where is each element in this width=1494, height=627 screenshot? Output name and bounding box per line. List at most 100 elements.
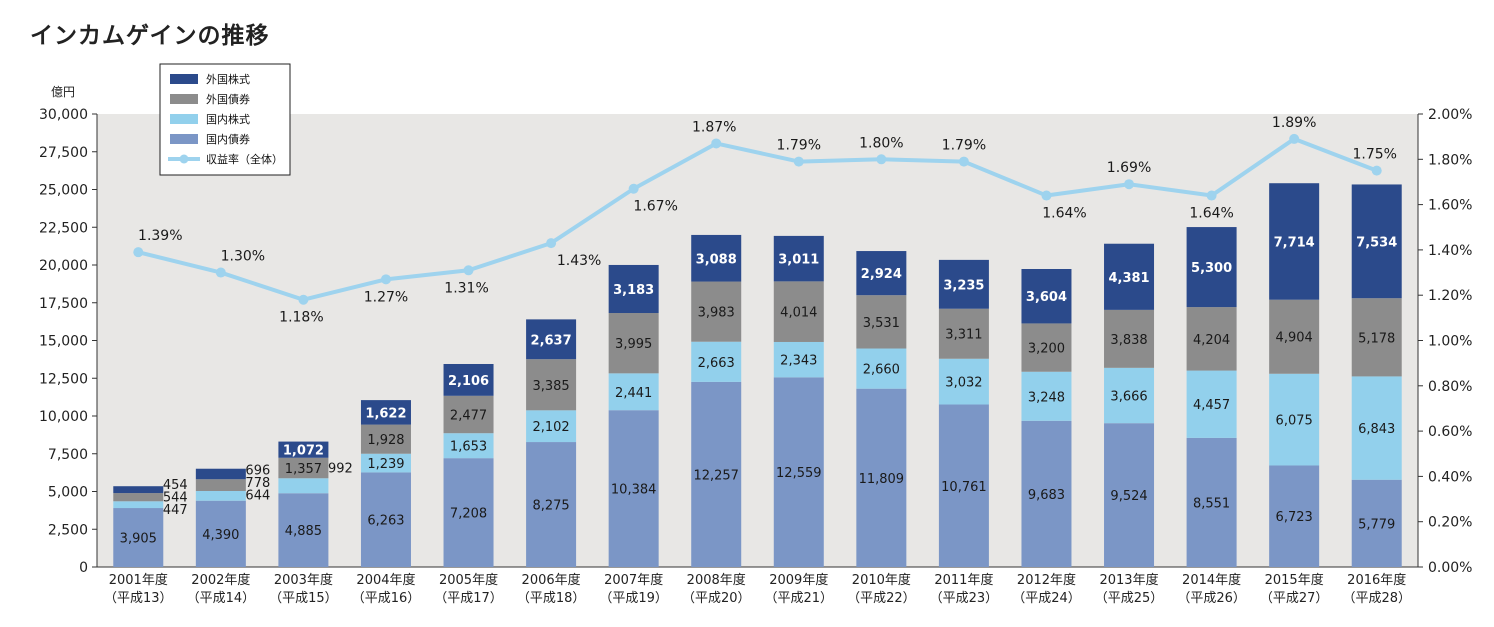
domestic-bond-value-label: 12,559 — [776, 466, 822, 481]
domestic-stock-bar — [1269, 373, 1320, 466]
foreign-bond-value-label: 778 — [245, 476, 270, 491]
yield-value-label: 1.89% — [1272, 115, 1316, 131]
foreign-bond-bar — [1351, 298, 1402, 377]
domestic-bond-value-label: 3,905 — [120, 532, 157, 547]
yield-point — [711, 138, 722, 149]
foreign-bond-bar — [195, 479, 246, 491]
foreign-bond-bar — [526, 359, 577, 411]
foreign-bond-bar — [938, 308, 989, 359]
y-tick-label: 22,500 — [39, 220, 88, 236]
x-tick-sublabel: （平成13） — [104, 591, 173, 606]
y-tick-label: 25,000 — [39, 183, 88, 199]
x-tick-label: 2011年度 — [934, 572, 993, 588]
foreign-bond-bar — [360, 424, 411, 454]
domestic-stock-value-label: 4,457 — [1193, 398, 1230, 413]
yield-point — [1124, 179, 1135, 190]
x-tick-sublabel: （平成25） — [1095, 591, 1164, 606]
foreign-stock-bar — [856, 251, 907, 296]
y2-tick-label: 0.00% — [1428, 560, 1472, 576]
x-tick-label: 2006年度 — [522, 572, 581, 588]
x-tick-label: 2003年度 — [274, 572, 333, 588]
yield-point — [1206, 190, 1217, 201]
domestic-bond-value-label: 6,723 — [1276, 510, 1313, 525]
foreign-bond-bar — [691, 281, 742, 342]
foreign-stock-bar — [360, 400, 411, 425]
domestic-stock-bar — [443, 433, 494, 459]
y2-tick-label: 1.80% — [1428, 152, 1472, 168]
foreign-stock-bar — [938, 259, 989, 309]
domestic-stock-value-label: 2,102 — [532, 420, 569, 435]
domestic-stock-bar — [1021, 371, 1072, 421]
domestic-bond-bar — [691, 381, 742, 567]
foreign-bond-value-label: 1,928 — [367, 433, 404, 448]
domestic-stock-value-label: 447 — [163, 503, 188, 518]
domestic-bond-value-label: 6,263 — [367, 514, 404, 529]
foreign-bond-value-label: 3,385 — [532, 379, 569, 394]
yield-value-label: 1.79% — [942, 138, 986, 154]
foreign-bond-bar — [443, 395, 494, 434]
x-tick-sublabel: （平成19） — [599, 591, 668, 606]
domestic-bond-value-label: 7,208 — [450, 507, 487, 522]
domestic-bond-bar — [278, 493, 329, 567]
domestic-stock-value-label: 992 — [328, 462, 353, 477]
foreign-stock-bar — [278, 441, 329, 458]
foreign-stock-bar — [1186, 227, 1237, 308]
foreign-bond-bar — [1104, 309, 1155, 368]
legend-label: 国内債券 — [206, 132, 250, 146]
legend-swatch — [170, 94, 198, 104]
foreign-stock-bar — [195, 468, 246, 480]
domestic-bond-value-label: 5,779 — [1358, 517, 1395, 532]
x-tick-sublabel: （平成20） — [682, 591, 751, 606]
yield-value-label: 1.31% — [444, 280, 488, 296]
foreign-stock-value-label: 696 — [245, 464, 270, 479]
foreign-stock-value-label: 3,604 — [1026, 290, 1067, 305]
yield-point — [793, 156, 804, 167]
foreign-bond-bar — [1269, 299, 1320, 374]
domestic-stock-bar — [1186, 370, 1237, 438]
x-tick-sublabel: （平成26） — [1177, 591, 1246, 606]
foreign-stock-value-label: 5,300 — [1191, 261, 1232, 276]
domestic-stock-value-label: 6,075 — [1276, 414, 1313, 429]
x-tick-sublabel: （平成17） — [434, 591, 503, 606]
legend-swatch — [170, 74, 198, 84]
domestic-bond-bar — [195, 500, 246, 567]
domestic-bond-bar — [608, 410, 659, 567]
yield-point — [298, 294, 309, 305]
x-tick-sublabel: （平成23） — [930, 591, 999, 606]
x-tick-label: 2007年度 — [604, 572, 663, 588]
y-tick-label: 0 — [79, 560, 88, 576]
yield-value-label: 1.30% — [221, 249, 265, 265]
domestic-bond-bar — [938, 404, 989, 567]
domestic-stock-value-label: 2,660 — [863, 363, 900, 378]
x-tick-label: 2004年度 — [356, 572, 415, 588]
domestic-stock-value-label: 6,843 — [1358, 422, 1395, 437]
domestic-bond-value-label: 4,390 — [202, 528, 239, 543]
y2-tick-label: 1.20% — [1428, 288, 1472, 304]
yield-value-label: 1.39% — [138, 228, 182, 244]
x-tick-sublabel: （平成24） — [1012, 591, 1081, 606]
yield-point — [380, 274, 391, 285]
y-tick-label: 17,500 — [39, 296, 88, 312]
yield-value-label: 1.80% — [859, 135, 903, 151]
domestic-stock-value-label: 2,441 — [615, 386, 652, 401]
yield-point — [133, 247, 144, 258]
foreign-stock-value-label: 454 — [163, 478, 188, 493]
yield-point — [1289, 133, 1300, 144]
domestic-stock-value-label: 644 — [245, 489, 270, 504]
yield-value-label: 1.18% — [279, 310, 323, 326]
yield-value-label: 1.64% — [1189, 206, 1233, 222]
y-tick-label: 12,500 — [39, 371, 88, 387]
foreign-bond-value-label: 3,995 — [615, 337, 652, 352]
yield-point — [463, 265, 474, 276]
foreign-stock-value-label: 2,637 — [531, 333, 572, 348]
domestic-bond-value-label: 9,683 — [1028, 488, 1065, 503]
foreign-stock-value-label: 3,183 — [613, 283, 654, 298]
x-tick-sublabel: （平成18） — [517, 591, 586, 606]
domestic-bond-bar — [526, 442, 577, 567]
y-tick-label: 27,500 — [39, 145, 88, 161]
domestic-bond-value-label: 11,809 — [859, 472, 905, 487]
x-tick-label: 2012年度 — [1017, 572, 1076, 588]
foreign-bond-value-label: 544 — [163, 491, 188, 506]
foreign-stock-bar — [443, 363, 494, 396]
